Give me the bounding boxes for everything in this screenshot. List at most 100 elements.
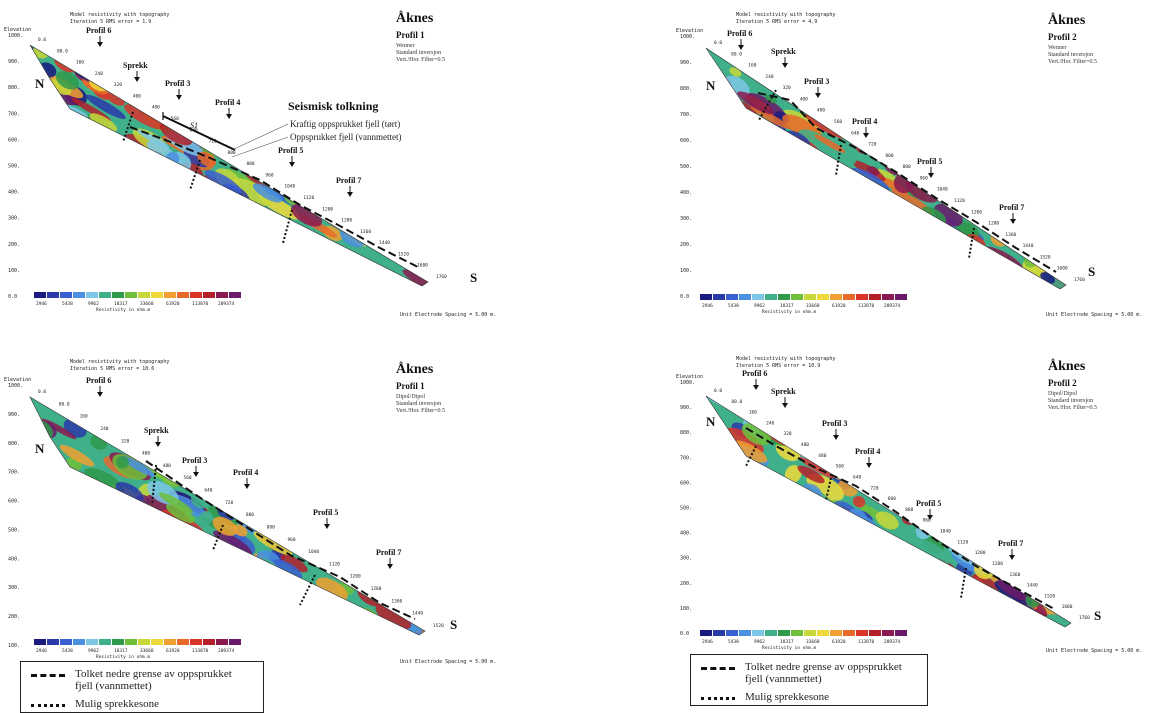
profile-title: Profil 1 [396, 30, 425, 40]
electrode-spacing-label: Unit Electrode Spacing = 5.00 m. [1046, 648, 1142, 654]
resistivity-blob [418, 284, 435, 298]
colorscale-swatch [778, 294, 790, 300]
colorscale-swatch [856, 294, 868, 300]
resistivity-blob [116, 456, 129, 469]
resistivity-blob [402, 269, 428, 286]
y-tick-label: 800. [680, 430, 692, 436]
distance-label: 1200 [350, 574, 361, 580]
filter-label: Vert./Hor. Filter=0.5 [396, 57, 445, 63]
profile-marker-label: Profil 6 [727, 29, 752, 38]
colorscale-swatch [752, 294, 764, 300]
colorscale-swatch [125, 639, 137, 645]
colorscale-tick-label: 61920 [166, 648, 180, 654]
arrow-down-icon [347, 192, 353, 197]
colorscale-swatch [713, 294, 725, 300]
profile-marker-label: Profil 3 [822, 419, 847, 428]
y-tick-label: 300. [680, 556, 692, 562]
distance-label: 560 [184, 475, 192, 481]
distance-label: 320 [784, 431, 792, 437]
colorscale-tick-label: 18317 [114, 648, 128, 654]
resistivity-blob [852, 496, 866, 508]
resistivity-blob [959, 257, 973, 267]
resistivity-blob [270, 585, 289, 603]
y-tick-label: 700. [680, 455, 692, 461]
interpreted-boundary-line [745, 427, 1057, 611]
distance-label: 1120 [303, 195, 314, 201]
colorscale-tick-label: 2946 [36, 301, 47, 307]
y-tick-label: 0.0 [680, 294, 689, 300]
distance-label: 1040 [284, 184, 295, 190]
resistivity-blob [50, 79, 72, 96]
distance-label: 400 [133, 93, 141, 99]
colorscale-tick-label: 9962 [754, 303, 765, 309]
elevation-label: Elevation [4, 377, 31, 383]
distance-label: 400 [800, 96, 808, 102]
colorscale-tick-label: 9962 [88, 648, 99, 654]
profile-title: Profil 2 [1048, 378, 1077, 388]
profile-marker-label: Sprekk [144, 426, 169, 435]
arrow-down-icon [176, 95, 182, 100]
distance-label: 1440 [1027, 583, 1038, 589]
resistivity-blob [991, 277, 1021, 289]
arrow-down-icon [97, 42, 103, 47]
colorscale-tick-label: 113870 [192, 648, 209, 654]
y-tick-label: 500. [680, 506, 692, 512]
colorscale-swatch [86, 639, 98, 645]
resistivity-blob [355, 633, 394, 635]
colorscale-tick-label: 2946 [36, 648, 47, 654]
colorscale-swatch [778, 630, 790, 636]
colorscale-tick-label: 61920 [832, 639, 846, 645]
south-label: S [450, 617, 457, 632]
distance-label: 80.0 [59, 401, 70, 407]
resistivity-blob [103, 132, 117, 147]
distance-label: 1040 [937, 187, 948, 193]
resistivity-blob [89, 113, 118, 132]
colorscale-swatch [817, 630, 829, 636]
colorscale-tick-label: 209374 [218, 301, 235, 307]
resistivity-blob [814, 134, 846, 153]
resistivity-blob [272, 559, 303, 580]
resistivity-panel-wenner-profil-2: Model resistivity with topography Iterati… [576, 0, 1151, 330]
colorscale-swatch [229, 292, 241, 298]
profile-marker-label: Profil 7 [998, 539, 1023, 548]
resistivity-blob [765, 94, 778, 104]
colorscale-swatch [700, 294, 712, 300]
colorscale-swatch [151, 292, 163, 298]
resistivity-blob [835, 149, 857, 165]
colorscale-swatch [203, 639, 215, 645]
distance-label: 720 [209, 139, 217, 145]
y-tick-label: 200. [8, 614, 20, 620]
distance-label: 480 [163, 463, 171, 469]
resistivity-blob [170, 494, 207, 518]
colorscale-swatch [99, 639, 111, 645]
arrow-down-icon [289, 162, 295, 167]
distance-label: 1280 [371, 586, 382, 592]
distance-label: 640 [853, 474, 861, 480]
distance-label: 1440 [412, 611, 423, 617]
arrow-down-icon [833, 435, 839, 440]
colorscale-swatch [804, 630, 816, 636]
distance-label: 800 [885, 153, 893, 159]
resistivity-blob [85, 94, 126, 120]
colorscale-swatch [843, 294, 855, 300]
resistivity-blob [1047, 642, 1079, 669]
arrow-down-icon [193, 472, 199, 477]
resistivity-blob [972, 596, 1014, 622]
resistivity-field [30, 45, 435, 298]
seismic-leader-line [231, 136, 289, 158]
y-tick-label: 300. [680, 216, 692, 222]
filter-label: Vert./Hor. Filter=0.5 [396, 408, 445, 414]
distance-label: 0.0 [714, 388, 722, 394]
legend-dashed-row: Tolket nedre grense av oppsprukket fjell… [31, 668, 256, 692]
y-tick-label: 600. [8, 499, 20, 505]
y-tick-label: 300. [8, 216, 20, 222]
colorscale-swatch [765, 630, 777, 636]
legend-dotted-row: Mulig sprekkesone [31, 698, 159, 710]
dotted-line-icon [701, 697, 735, 700]
arrow-down-icon [244, 484, 250, 489]
resistivity-blob [332, 259, 361, 283]
fracture-zone-line [835, 144, 842, 176]
y-tick-label: 500. [680, 164, 692, 170]
distance-label: 240 [100, 426, 108, 432]
inversion-label: Standard inversjon [396, 50, 441, 56]
